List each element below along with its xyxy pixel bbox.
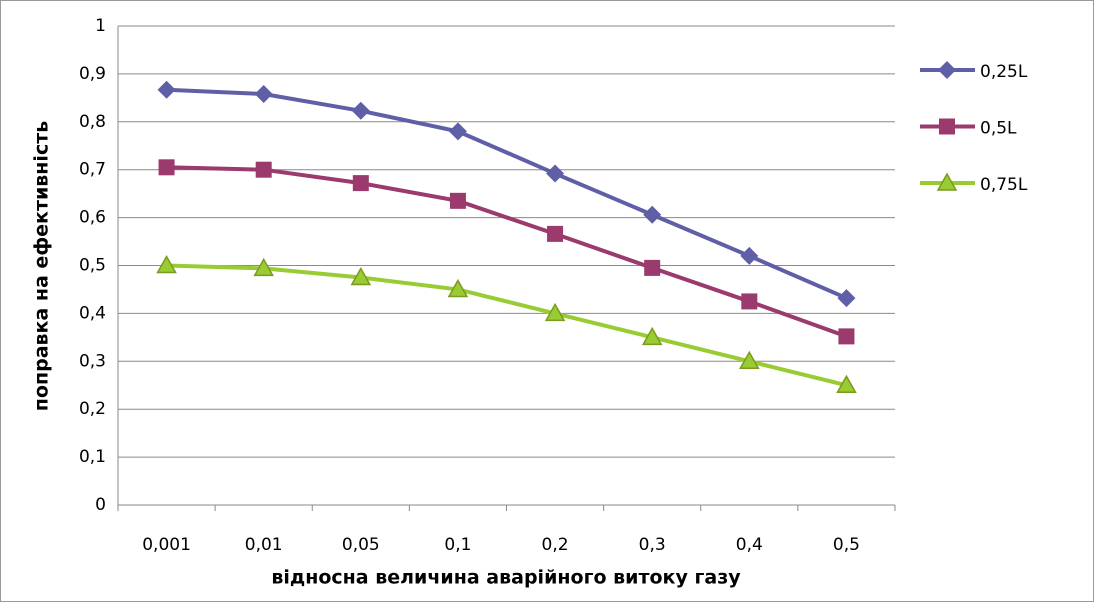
y-tick-label: 1 <box>95 16 106 36</box>
point <box>644 259 661 276</box>
y-tick-label: 0,8 <box>79 112 106 132</box>
point <box>740 246 759 265</box>
y-tick-label: 0,3 <box>79 351 106 371</box>
series-line <box>166 165 848 339</box>
point <box>643 205 662 224</box>
y-tick-label: 0,4 <box>79 303 106 323</box>
x-tick-label: 0,3 <box>639 535 666 555</box>
y-tick-label: 0 <box>95 495 106 515</box>
point <box>836 374 857 393</box>
point <box>547 225 564 242</box>
y-tick-label: 0,2 <box>79 399 106 419</box>
x-tick-label: 0,5 <box>833 535 860 555</box>
point <box>838 328 855 345</box>
legend-label: 0,25L <box>980 62 1028 82</box>
point <box>546 164 565 183</box>
x-tick-label: 0,05 <box>342 535 380 555</box>
point <box>350 266 372 286</box>
x-tick-label: 0,01 <box>245 535 283 555</box>
y-tick-label: 0,5 <box>79 256 106 276</box>
legend-marker <box>936 172 958 191</box>
legend-marker <box>939 118 955 135</box>
y-tick-label: 0,6 <box>79 208 106 228</box>
point <box>254 85 273 104</box>
point <box>641 326 663 346</box>
point <box>255 161 272 178</box>
x-tick-label: 0,1 <box>444 535 471 555</box>
series-line <box>166 87 848 300</box>
point <box>837 289 856 308</box>
legend-label: 0,75L <box>980 175 1028 195</box>
legend-marker <box>938 61 956 79</box>
point <box>253 257 274 277</box>
point <box>447 278 469 298</box>
y-axis-title: поправка на ефективність <box>31 121 53 411</box>
point <box>544 302 566 322</box>
point <box>449 192 466 209</box>
x-axis-title: відносна величина аварійного витоку газу <box>271 567 741 589</box>
y-tick-label: 0,9 <box>79 64 106 84</box>
x-tick-label: 0,4 <box>736 535 763 555</box>
series-line <box>166 263 847 388</box>
x-tick-label: 0,2 <box>542 535 569 555</box>
point <box>741 293 758 310</box>
point <box>157 80 176 99</box>
x-tick-label: 0,001 <box>142 535 191 555</box>
y-tick-label: 0,1 <box>79 447 106 467</box>
point <box>352 175 369 192</box>
y-tick-label: 0,7 <box>79 160 106 180</box>
point <box>739 350 760 370</box>
point <box>448 122 467 141</box>
point <box>156 254 177 274</box>
legend-label: 0,5L <box>980 119 1017 139</box>
point <box>158 159 175 176</box>
point <box>351 101 370 120</box>
